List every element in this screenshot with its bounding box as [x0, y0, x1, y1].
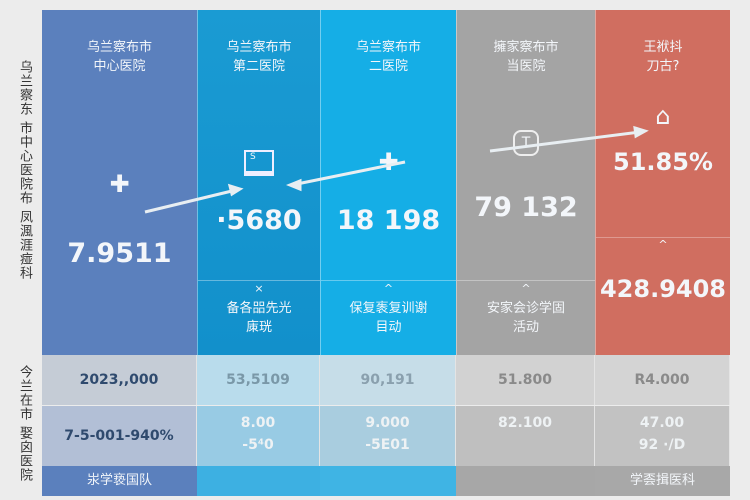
- column-value: 51.85%: [613, 148, 713, 176]
- column-value: 7.9511: [67, 238, 172, 269]
- column-subsection: × 备各㗊先光 㢀珖: [198, 280, 320, 355]
- row2-cell: 47.00 92 ·/D: [595, 406, 730, 466]
- medical-cross-icon: ✚: [378, 148, 399, 176]
- row2-cell: 8.00 -5⁴0: [197, 406, 320, 466]
- row1-cell: 90,191: [320, 355, 456, 405]
- column-value: 18 198: [336, 205, 441, 236]
- arrow-2: [291, 160, 406, 187]
- row2-cell: 9.000 -5E01: [320, 406, 456, 466]
- row1-cell: 51.800: [456, 355, 595, 405]
- footer-cell: 学𠀾揖医科: [595, 466, 730, 496]
- row2-cell: 7-5-001-940%: [42, 406, 197, 466]
- side-label-top: 乌兰察东 市中心医院布 凤渢涯痖科: [17, 60, 32, 281]
- column-value: 79 132: [474, 192, 578, 223]
- divider: ^: [596, 237, 730, 251]
- column-title: 乌兰察布市 中心医院: [86, 40, 152, 74]
- home-icon: ⌂: [655, 102, 671, 130]
- column-4: 擁家察布市 当医院 T 79 132 ^ 安家会诊学固 活动: [456, 10, 595, 355]
- column-title: 乌兰察布市 第二医院: [226, 40, 292, 74]
- column-title: 王袱抖 刀古?: [643, 40, 683, 74]
- column-value: ·5680: [216, 205, 302, 236]
- column-3: 乌兰察布市 二医院 ✚ 18 198 ^ 保复袠复训谢 目动: [320, 10, 456, 355]
- column-subsection: ^ 安家会诊学固 活动: [457, 280, 595, 355]
- row1-cell: 53,5109: [197, 355, 320, 405]
- row1-cell: 2023,,000: [42, 355, 197, 405]
- column-5: 王袱抖 刀古? ⌂ 51.85% ^ 428.9408: [595, 10, 730, 355]
- footer-cell: [456, 466, 595, 496]
- medical-cross-icon: ✚: [109, 170, 130, 198]
- column-subsection: ^ 保复袠复训谢 目动: [321, 280, 456, 355]
- footer-cell: [197, 466, 320, 496]
- hospital-badge-icon: T: [513, 130, 539, 156]
- column-title: 乌兰察布市 二医院: [355, 40, 421, 74]
- side-label-bottom: 今兰在市 娶囟医院: [17, 365, 32, 483]
- monitor-icon: S: [244, 150, 274, 176]
- footer-cell: [320, 466, 456, 496]
- row2-cell: 82.100: [456, 406, 595, 466]
- arrow-1: [144, 188, 237, 214]
- column-value-secondary: 428.9408: [599, 275, 726, 303]
- arrow-3: [489, 130, 641, 153]
- row1-cell: R4.000: [595, 355, 730, 405]
- column-1: 乌兰察布市 中心医院 ✚ 7.9511: [42, 10, 197, 355]
- column-title: 擁家察布市 当医院: [493, 40, 559, 74]
- footer-cell: 汖学亵国队: [42, 466, 197, 496]
